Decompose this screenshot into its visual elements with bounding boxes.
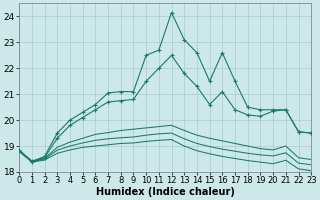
X-axis label: Humidex (Indice chaleur): Humidex (Indice chaleur): [96, 187, 235, 197]
